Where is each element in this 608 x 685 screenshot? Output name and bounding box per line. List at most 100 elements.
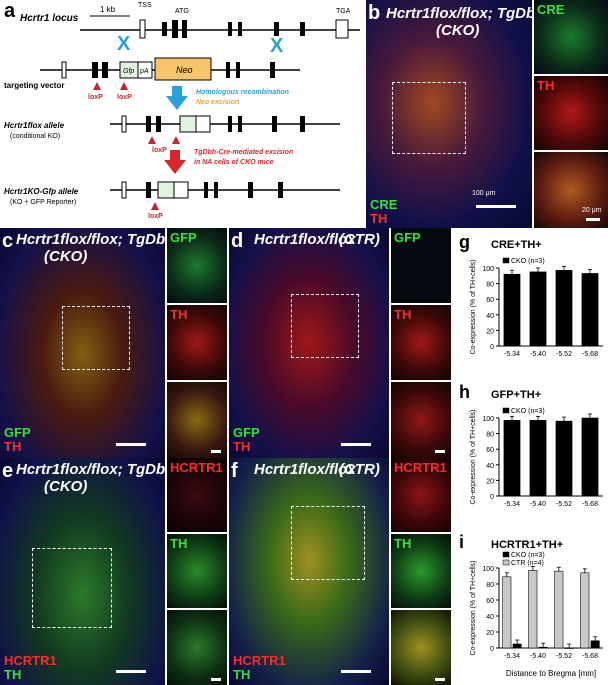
micrograph-f-hcrtr1: HCRTR1 — [391, 458, 451, 532]
bar — [554, 570, 564, 649]
gene-targeting-schematic: Hcrtr1 locus 1 kb TSS ATG TGA X X Gfp pA… — [4, 2, 360, 220]
chart-title: GFP+TH+ — [491, 389, 541, 401]
bar — [528, 570, 538, 649]
flox-allele-label: Hcrtr1flox allele — [4, 121, 65, 130]
bar — [529, 271, 547, 347]
micrograph-c-gfp: GFP — [167, 228, 227, 303]
y-axis-label: Co-expression (% of TH+cells) — [470, 410, 477, 505]
svg-text:TgDbh-Cre-mediated excision: TgDbh-Cre-mediated excision — [194, 149, 293, 156]
svg-text:TGA: TGA — [336, 8, 351, 15]
bar — [503, 273, 521, 347]
svg-text:Homologous recombination: Homologous recombination — [196, 89, 289, 96]
y-tick-label: 40 — [486, 463, 494, 470]
y-tick-label: 0 — [490, 646, 494, 653]
bar — [555, 420, 573, 497]
y-tick-label: 100 — [482, 266, 494, 273]
y-tick-label: 60 — [486, 297, 494, 304]
legend-label: CKO (n=3) — [511, 552, 545, 559]
y-tick-label: 0 — [490, 344, 494, 351]
micrograph-e-merge — [167, 610, 227, 685]
bar-charts-ghi: g CRE+TH+ 0 20 40 60 80 100 Co-expression (% of … — [459, 232, 603, 678]
svg-text:in NA cells of CKO mice: in NA cells of CKO mice — [194, 159, 274, 166]
y-tick-label: 20 — [486, 630, 494, 637]
micrograph-c-th: TH — [167, 305, 227, 380]
y-tick-label: 100 — [482, 416, 494, 423]
y-tick-label: 80 — [486, 282, 494, 289]
chart-title: CRE+TH+ — [491, 239, 542, 251]
svg-text:Neo: Neo — [176, 65, 193, 75]
locus-label: Hcrtr1 locus — [20, 13, 79, 24]
x-tick-label: -5.52 — [556, 501, 572, 508]
svg-text:pA: pA — [139, 68, 149, 75]
micrograph-c-main: Hcrtr1flox/flox; TgDbh-Cre (CKO) GFP TH — [0, 228, 165, 458]
micrograph-b-cre: CRE — [534, 0, 608, 74]
y-tick-label: 60 — [486, 447, 494, 454]
legend-swatch — [502, 257, 510, 264]
micrograph-e-hcrtr1: HCRTR1 — [167, 458, 227, 532]
micrograph-f-main: Hcrtr1flox/flox (CTR) HCRTR1 TH — [229, 458, 389, 685]
micrograph-f-merge — [391, 610, 451, 685]
legend-swatch — [502, 407, 510, 414]
bar — [564, 647, 574, 649]
bar — [581, 273, 599, 347]
bar — [503, 420, 521, 497]
micrograph-e-main: Hcrtr1flox/flox; TgDbh-Cre (CKO) HCRTR1 … — [0, 458, 165, 685]
svg-text:Gfp: Gfp — [123, 68, 134, 75]
x-tick-label: -5.68 — [582, 501, 598, 508]
y-tick-label: 40 — [486, 313, 494, 320]
micrograph-b-th: TH — [534, 76, 608, 150]
bar — [590, 640, 600, 649]
svg-text:Neo excision: Neo excision — [196, 99, 239, 106]
micrograph-d-merge — [391, 382, 451, 458]
y-axis-label: Co-expression (% of TH+cells) — [470, 561, 477, 656]
x-tick-label: -5.52 — [556, 653, 572, 660]
micrograph-d-th: TH — [391, 305, 451, 380]
svg-text:X: X — [117, 33, 131, 55]
y-tick-label: 60 — [486, 598, 494, 605]
x-axis-label: Distance to Bregma [mm] — [506, 669, 596, 678]
y-tick-label: 80 — [486, 582, 494, 589]
chart-panel-label: g — [459, 232, 470, 252]
micrograph-d-gfp: GFP — [391, 228, 451, 303]
bar — [581, 417, 599, 497]
y-axis-label: Co-expression (% of TH+cells) — [470, 260, 477, 355]
y-tick-label: 80 — [486, 432, 494, 439]
x-tick-label: -5.68 — [582, 653, 598, 660]
svg-text:(conditional KO): (conditional KO) — [10, 133, 60, 140]
micrograph-f-th: TH — [391, 534, 451, 608]
x-tick-label: -5.68 — [582, 351, 598, 358]
svg-text:loxP: loxP — [117, 94, 132, 101]
chart-title: HCRTR1+TH+ — [491, 539, 563, 551]
legend-label: CKO (n=3) — [511, 258, 545, 265]
svg-text:X: X — [270, 35, 284, 57]
svg-text:loxP: loxP — [148, 213, 163, 220]
bar — [538, 646, 548, 649]
legend-label: CKO (n=3) — [511, 408, 545, 415]
bar — [555, 270, 573, 347]
micrograph-e-th: TH — [167, 534, 227, 608]
micrograph-b-merge: 20 μm — [534, 152, 608, 228]
legend-swatch — [502, 559, 510, 566]
inset-box-b — [392, 82, 466, 154]
y-tick-label: 20 — [486, 328, 494, 335]
svg-text:loxP: loxP — [152, 147, 167, 154]
chart-panel-label: h — [459, 382, 470, 402]
micrograph-c-merge — [167, 382, 227, 458]
bar — [529, 420, 547, 497]
ko-allele-label: Hcrtr1KO-Gfp allele — [4, 187, 79, 196]
bar — [512, 643, 522, 649]
targeting-vector-label: targeting vector — [4, 81, 64, 90]
y-tick-label: 100 — [482, 566, 494, 573]
x-tick-label: -5.34 — [504, 501, 520, 508]
micrograph-d-main: Hcrtr1flox/flox (CTR) GFP TH — [229, 228, 389, 458]
y-tick-label: 40 — [486, 614, 494, 621]
legend-label: CTR (n=4) — [511, 560, 544, 567]
legend-swatch — [502, 551, 510, 558]
bar — [580, 572, 590, 649]
x-tick-label: -5.40 — [530, 351, 546, 358]
bar — [502, 576, 512, 649]
micrograph-b-main: Hcrtr1flox/flox; TgDbh-Cre (CKO) CRE TH … — [366, 0, 532, 228]
x-tick-label: -5.40 — [530, 653, 546, 660]
y-tick-label: 20 — [486, 478, 494, 485]
x-tick-label: -5.52 — [556, 351, 572, 358]
